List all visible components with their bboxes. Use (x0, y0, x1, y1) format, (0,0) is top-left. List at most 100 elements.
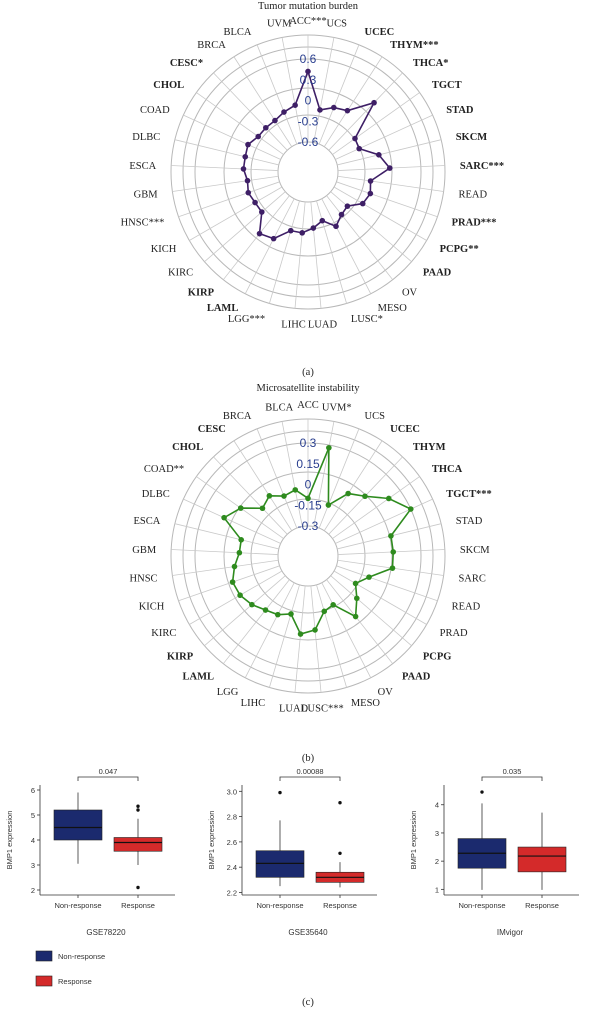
y-tick-label: 2.4 (227, 863, 237, 872)
data-point-thca (385, 495, 392, 502)
data-point-paad (352, 613, 359, 620)
category-label-coad: COAD** (144, 464, 184, 475)
category-label-cesc: CESC (198, 424, 226, 435)
category-label-esca: ESCA (129, 161, 156, 172)
data-point-sarc (386, 165, 393, 171)
grid-spoke (333, 570, 427, 625)
category-label-kirc: KIRC (151, 628, 176, 639)
grid-spoke (330, 191, 412, 263)
grid-spoke (332, 476, 420, 539)
category-label-sarc: SARC (458, 574, 485, 585)
panel-label-c: (c) (302, 997, 314, 1008)
legend-swatch-response (35, 975, 53, 987)
category-label-thym: THYM (413, 442, 446, 453)
outlier-point (136, 885, 140, 890)
category-label-laml: LAML (207, 303, 239, 314)
x-tick-label: Non-response (256, 901, 303, 910)
radial-tick-label: 0.3 (300, 436, 317, 450)
category-label-thym: THYM*** (390, 40, 438, 51)
category-label-coad: COAD (140, 105, 170, 116)
legend-swatch-non-response (35, 950, 53, 962)
y-tick-label: 4 (435, 801, 439, 810)
grid-spoke (171, 165, 279, 171)
data-line (242, 69, 391, 240)
grid-spoke (256, 428, 298, 529)
category-label-kirp: KIRP (188, 287, 215, 298)
category-label-hnsc: HNSC*** (121, 218, 165, 229)
category-label-chol: CHOL (172, 442, 203, 453)
data-point-meso (333, 223, 339, 230)
category-label-kich: KICH (151, 244, 177, 255)
x-tick-label: Non-response (54, 901, 101, 910)
dataset-label-imvigor: IMvigor (497, 928, 524, 937)
significance-bracket (481, 776, 543, 781)
box-response (113, 837, 163, 852)
data-point-lgg (274, 611, 281, 618)
significance-bracket (77, 776, 139, 781)
y-tick-label: 2.2 (227, 888, 237, 897)
box-non-response (53, 809, 103, 841)
data-point-kirp (249, 601, 255, 608)
grid-spoke (172, 175, 279, 192)
outlier-point (338, 801, 342, 805)
data-point-uvm (292, 102, 298, 108)
category-label-acc: ACC*** (289, 16, 326, 27)
grid-spoke (183, 498, 281, 544)
category-label-blca: BLCA (223, 27, 251, 38)
data-point-thym (344, 107, 351, 114)
grid-spoke (335, 114, 433, 160)
data-point-brca (281, 493, 287, 499)
data-point-stad (388, 533, 394, 539)
radial-tick-label: -0.3 (298, 519, 319, 533)
category-label-lgg: LGG*** (228, 314, 265, 325)
grid-ring (277, 525, 339, 587)
radial-tick-label: 0 (305, 94, 312, 108)
data-point-kich (252, 199, 258, 206)
box-non-response (255, 850, 305, 878)
grid-spoke (310, 201, 322, 309)
category-label-kich: KICH (139, 602, 165, 613)
data-point-coad (245, 141, 251, 148)
grid-spoke (294, 585, 306, 693)
y-tick-label: 3 (31, 861, 35, 870)
radial-tick-label: -0.15 (294, 498, 322, 512)
data-point-luad (310, 225, 317, 231)
x-tick-label: Response (323, 901, 357, 910)
data-point-gbm (244, 177, 251, 184)
data-point-esca (240, 166, 247, 172)
grid-spoke (316, 200, 347, 304)
category-label-stad: STAD (446, 105, 474, 116)
grid-spoke (233, 56, 293, 147)
grid-spoke (222, 195, 290, 280)
data-point-kirc (237, 592, 243, 599)
grid-spoke (204, 575, 286, 647)
y-axis-label: BMP1 expression (5, 811, 14, 870)
category-label-pcpg: PCPG** (440, 244, 479, 255)
category-label-meso: MESO (351, 698, 381, 709)
grid-spoke (313, 421, 335, 527)
grid-spoke (294, 201, 306, 309)
data-point-thym (362, 493, 368, 500)
grid-spoke (326, 195, 394, 280)
data-point-chol (255, 133, 262, 140)
grid-spoke (196, 92, 284, 155)
grid-spoke (189, 570, 283, 625)
grid-spoke (333, 186, 427, 241)
category-label-kirc: KIRC (168, 268, 193, 279)
grid-spoke (323, 440, 383, 531)
category-label-meso: MESO (378, 303, 408, 314)
radar-b-title: Microsatellite instability (257, 383, 361, 394)
grid-spoke (335, 498, 433, 544)
data-point-lusc (319, 217, 326, 224)
outlier-point (136, 804, 140, 808)
x-tick-label: Non-response (458, 901, 505, 910)
data-point-tgct (352, 135, 358, 142)
grid-spoke (281, 37, 303, 143)
grid-spoke (337, 139, 442, 166)
x-tick-label: Response (121, 901, 155, 910)
outlier-point (480, 790, 484, 794)
data-point-tgct (407, 506, 414, 512)
data-point-kich (229, 579, 236, 585)
grid-spoke (189, 186, 283, 241)
